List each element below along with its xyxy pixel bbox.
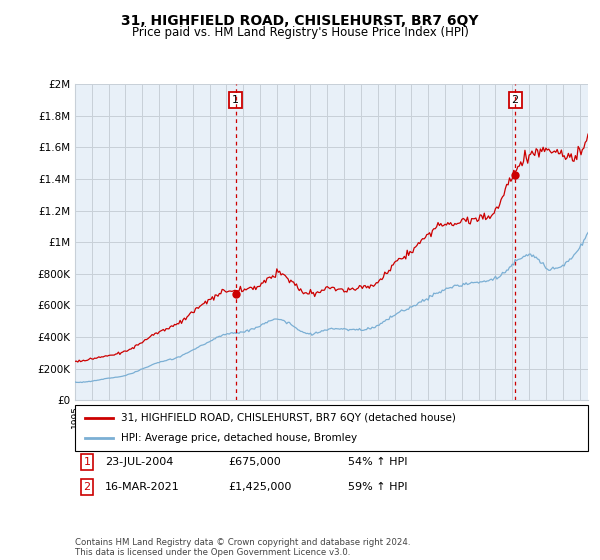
Text: 1: 1 <box>83 457 91 467</box>
Text: 54% ↑ HPI: 54% ↑ HPI <box>348 457 407 467</box>
Text: 31, HIGHFIELD ROAD, CHISLEHURST, BR7 6QY (detached house): 31, HIGHFIELD ROAD, CHISLEHURST, BR7 6QY… <box>121 413 456 423</box>
Text: 23-JUL-2004: 23-JUL-2004 <box>105 457 173 467</box>
Text: 16-MAR-2021: 16-MAR-2021 <box>105 482 180 492</box>
Text: £675,000: £675,000 <box>228 457 281 467</box>
Text: 2: 2 <box>512 95 519 105</box>
Text: 2: 2 <box>83 482 91 492</box>
Text: 59% ↑ HPI: 59% ↑ HPI <box>348 482 407 492</box>
Text: HPI: Average price, detached house, Bromley: HPI: Average price, detached house, Brom… <box>121 433 357 443</box>
Text: 1: 1 <box>232 95 239 105</box>
Text: Contains HM Land Registry data © Crown copyright and database right 2024.
This d: Contains HM Land Registry data © Crown c… <box>75 538 410 557</box>
Text: 31, HIGHFIELD ROAD, CHISLEHURST, BR7 6QY: 31, HIGHFIELD ROAD, CHISLEHURST, BR7 6QY <box>121 14 479 28</box>
Text: Price paid vs. HM Land Registry's House Price Index (HPI): Price paid vs. HM Land Registry's House … <box>131 26 469 39</box>
FancyBboxPatch shape <box>75 405 588 451</box>
Text: £1,425,000: £1,425,000 <box>228 482 292 492</box>
